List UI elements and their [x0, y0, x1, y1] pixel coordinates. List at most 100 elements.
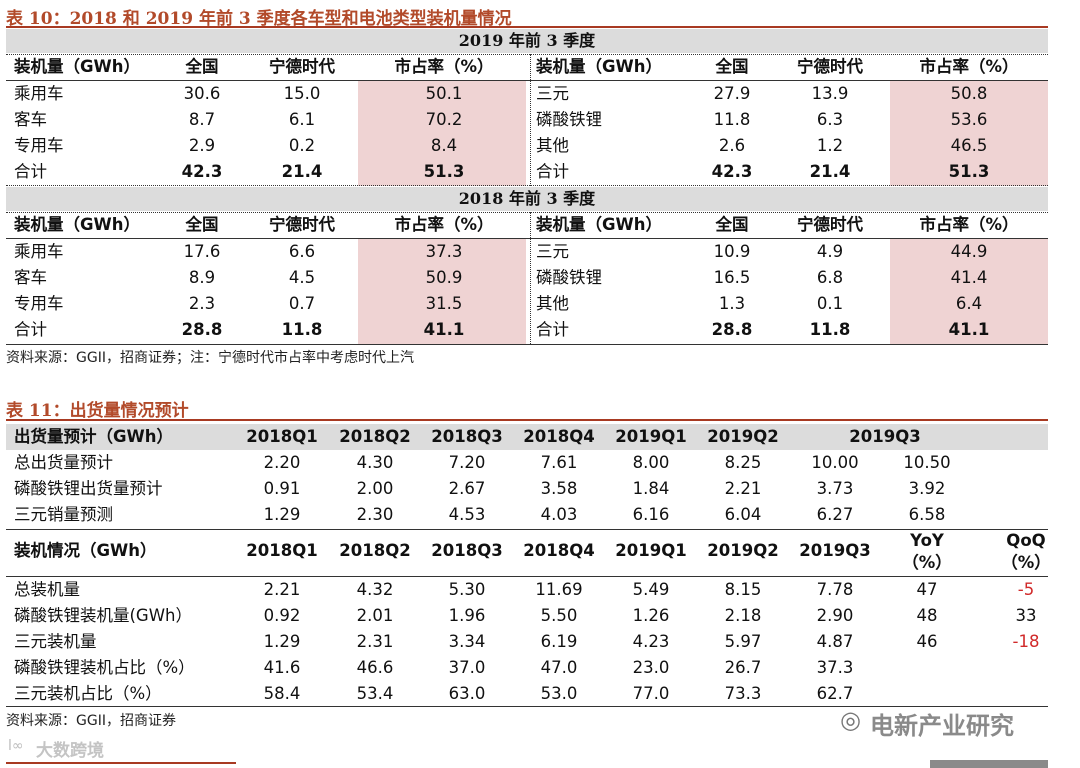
footer-bar-left: [6, 762, 236, 764]
shipment-row-label: 总出货量预计: [14, 453, 113, 472]
table10-header-right: 装机量（GWh）: [536, 215, 662, 234]
table10-cell-left: 37.3: [425, 242, 463, 261]
install-cell: 6.19: [540, 632, 578, 651]
table10-cell-left: 合计: [14, 320, 47, 339]
table10-cell-left: 42.3: [181, 162, 223, 181]
install-header-quarter: 2019Q3: [799, 541, 871, 560]
table10-cell-right: 10.9: [713, 242, 751, 261]
share-col-left-bg: [358, 80, 526, 186]
table10-cell-left: 0.7: [288, 294, 316, 313]
header-bottom-line: [6, 80, 1048, 81]
install-row-label: 总装机量: [14, 580, 80, 599]
shipment-cell: 4.03: [540, 505, 578, 524]
qoq-cell: [985, 655, 1067, 681]
install-cell: 5.97: [724, 632, 762, 651]
shipment-cell: 3.73: [816, 479, 854, 498]
header-top-line: [6, 54, 1048, 55]
install-cell: 5.50: [540, 606, 578, 625]
install-cell: 53.0: [540, 684, 578, 703]
table10-cell-left: 6.6: [288, 242, 316, 261]
install-cell: 63.0: [448, 684, 486, 703]
header-top-line: [6, 212, 1048, 213]
table10-header-left: 市占率（%）: [394, 57, 494, 76]
install-cell: 62.7: [816, 684, 854, 703]
table10-cell-right: 41.1: [948, 320, 990, 339]
install-header-label: 装机情况（GWh）: [14, 541, 157, 560]
install-cell: 3.34: [448, 632, 486, 651]
table10-header-left: 市占率（%）: [394, 215, 494, 234]
shipment-cell: 3.58: [540, 479, 578, 498]
install-cell: 2.01: [356, 606, 394, 625]
table10-cell-right: 16.5: [713, 268, 751, 287]
install-cell: 2.18: [724, 606, 762, 625]
install-cell: 26.7: [724, 658, 762, 677]
install-cell: 37.3: [816, 658, 854, 677]
wechat-icon: ◎: [840, 706, 861, 734]
table10-header-left: 全国: [185, 215, 219, 234]
corner-logo-icon: l∞: [8, 738, 24, 754]
shipment-cell: 6.27: [816, 505, 854, 524]
table10-cell-left: 4.5: [288, 268, 316, 287]
table10-cell-left: 客车: [14, 110, 47, 129]
shipment-cell: 8.00: [632, 453, 670, 472]
corner-watermark: 大数跨境: [36, 741, 104, 761]
shipment-cell: 1.29: [263, 505, 301, 524]
install-header-quarter: 2019Q1: [615, 541, 687, 560]
share-col-right-bg: [890, 238, 1048, 344]
table10-cell-left: 8.4: [430, 136, 458, 155]
shipment-row-label: 三元销量预测: [14, 505, 113, 524]
table10-header-right: 市占率（%）: [919, 215, 1019, 234]
yoy-cell: [886, 681, 968, 707]
table10-cell-right: 三元: [536, 242, 569, 261]
yoy-cell: [886, 655, 968, 681]
table10-cell-left: 客车: [14, 268, 47, 287]
qoq-cell: 33: [1015, 606, 1037, 625]
install-cell: 7.78: [816, 580, 854, 599]
table10-cell-left: 50.1: [425, 84, 463, 103]
footer-bar-right: [930, 760, 1048, 768]
shipment-cell: 7.20: [448, 453, 486, 472]
shipment-cell: 2.21: [724, 479, 762, 498]
table10-2019-title: 2019 年前 3 季度: [6, 29, 1048, 53]
qoq-cell: -18: [1012, 632, 1040, 651]
half-divider: [530, 54, 531, 186]
qoq-header-unit: （%）: [1001, 553, 1051, 572]
table10-cell-left: 51.3: [423, 162, 465, 181]
table10-cell-left: 合计: [14, 162, 47, 181]
table10-cell-right: 0.1: [816, 294, 844, 313]
shipment-cell: 1.84: [632, 479, 670, 498]
install-cell: 73.3: [724, 684, 762, 703]
yoy-cell: 48: [916, 606, 938, 625]
install-row-label: 磷酸铁锂装机占比（%）: [14, 658, 195, 677]
install-cell: 4.87: [816, 632, 854, 651]
table10-header-right: 市占率（%）: [919, 57, 1019, 76]
install-cell: 1.96: [448, 606, 486, 625]
install-cell: 1.29: [263, 632, 301, 651]
table11-source: 资料来源：GGII，招商证券: [6, 713, 176, 729]
install-header-top-line: [6, 529, 1048, 530]
qoq-cell: -5: [1017, 580, 1035, 599]
install-cell: 46.6: [356, 658, 394, 677]
block-separator: [6, 185, 1048, 186]
shipment-header-quarter: 2018Q3: [431, 427, 503, 446]
install-cell: 11.69: [535, 580, 583, 599]
install-cell: 1.26: [632, 606, 670, 625]
table10-cell-left: 专用车: [14, 294, 64, 313]
table10-cell-left: 17.6: [183, 242, 221, 261]
shipment-cell: 6.04: [724, 505, 762, 524]
table10-cell-left: 乘用车: [14, 242, 64, 261]
half-divider: [530, 212, 531, 344]
table10-cell-left: 2.9: [188, 136, 216, 155]
shipment-header-quarter: 2019Q1: [615, 427, 687, 446]
shipment-cell: 2.20: [263, 453, 301, 472]
table10-header-left: 装机量（GWh）: [14, 57, 140, 76]
table10-cell-right: 2.6: [718, 136, 746, 155]
share-col-right-bg: [890, 80, 1048, 186]
table10-cell-right: 11.8: [713, 110, 751, 129]
install-row-label: 磷酸铁锂装机量(GWh）: [14, 606, 192, 625]
shipment-cell: 4.53: [448, 505, 486, 524]
table10-cell-left: 21.4: [281, 162, 323, 181]
table10-header-left: 全国: [185, 57, 219, 76]
table10-cell-left: 0.2: [288, 136, 316, 155]
shipment-cell: 10.00: [811, 453, 859, 472]
